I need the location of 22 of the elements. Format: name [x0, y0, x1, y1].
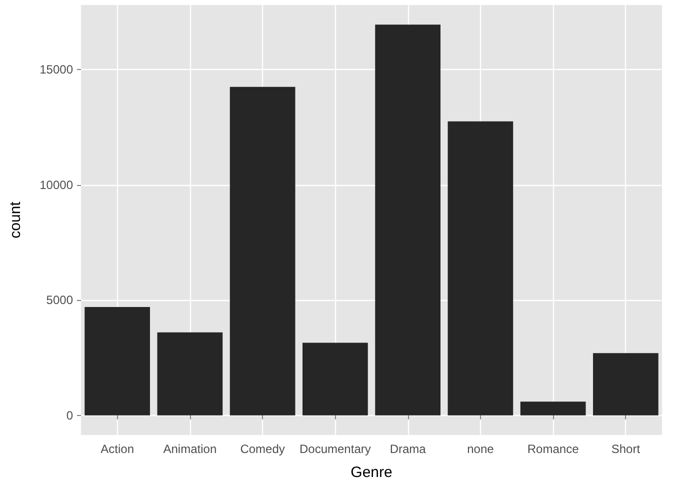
- bar: [520, 402, 586, 416]
- x-tick-label: Comedy: [240, 442, 285, 456]
- x-tick-label: Romance: [527, 442, 580, 456]
- x-tick-label: Documentary: [300, 442, 371, 456]
- y-tick-label: 5000: [46, 293, 74, 308]
- y-tick-label: 15000: [40, 62, 74, 77]
- bar: [84, 307, 150, 416]
- x-tick-label: none: [467, 442, 494, 456]
- bar: [448, 121, 514, 416]
- x-tick-label: Animation: [163, 442, 217, 456]
- bar: [157, 332, 223, 416]
- bar: [375, 24, 440, 416]
- bar: [593, 353, 658, 416]
- x-axis-title: Genre: [350, 464, 392, 481]
- y-tick-label: 10000: [40, 178, 74, 192]
- bar: [302, 342, 368, 416]
- x-tick-label: Action: [100, 442, 134, 456]
- y-axis-title: count: [7, 200, 24, 238]
- bar: [230, 86, 296, 416]
- y-tick-label: 0: [66, 408, 74, 422]
- x-tick-label: Drama: [390, 442, 426, 456]
- x-tick-label: Short: [611, 442, 641, 456]
